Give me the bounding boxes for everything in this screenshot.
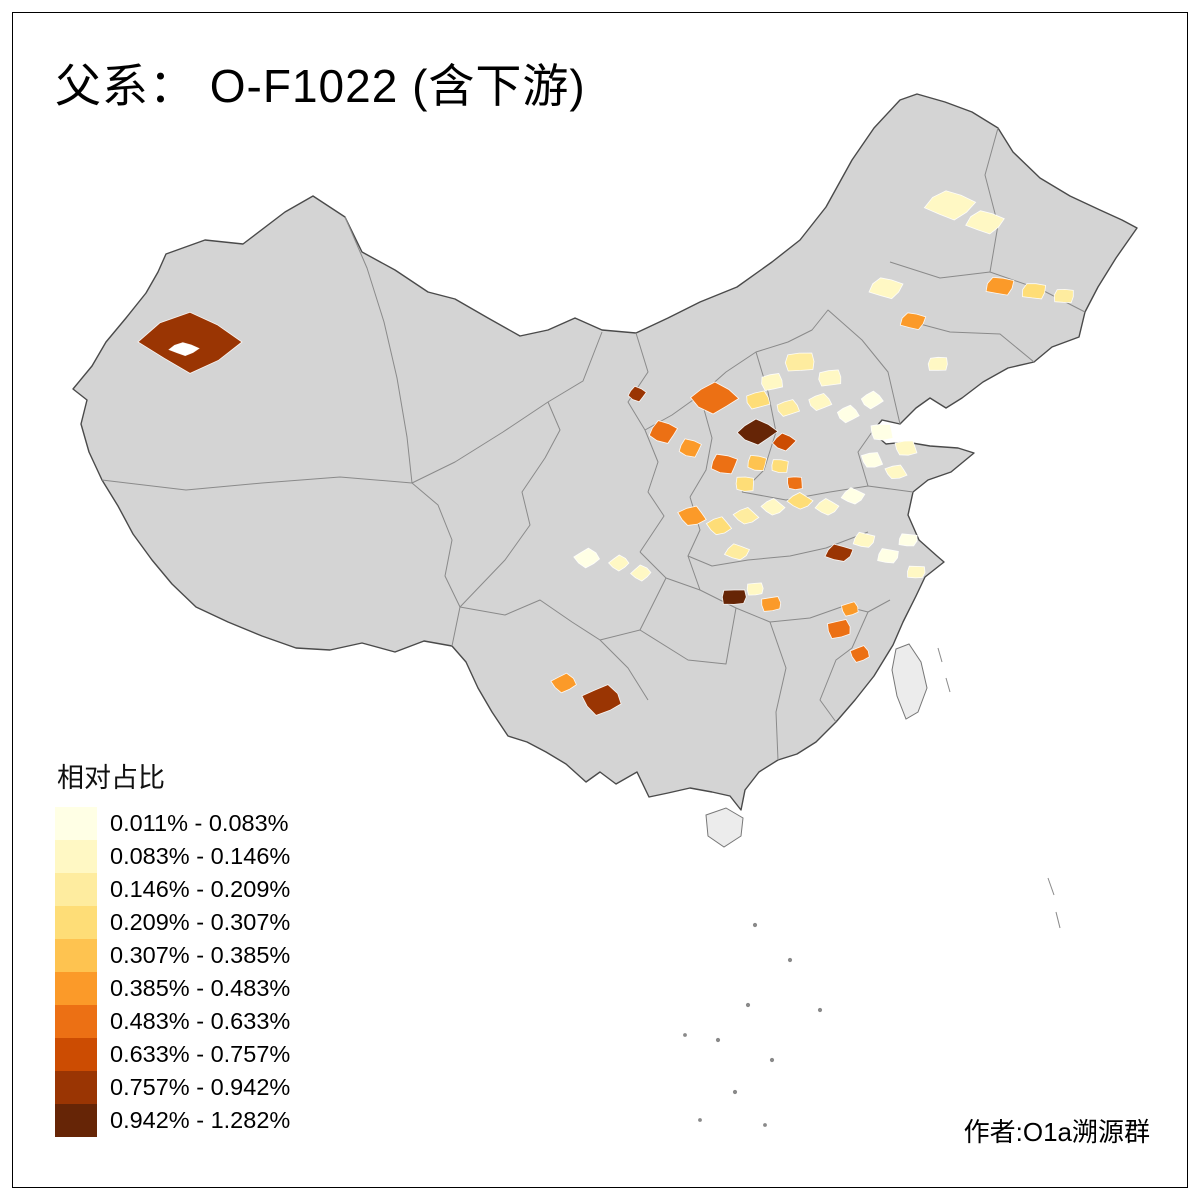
map-region (760, 498, 786, 516)
map-region (985, 276, 1015, 296)
map-region (787, 476, 803, 491)
map-region (836, 404, 860, 424)
legend-label: 0.942% - 1.282% (110, 1107, 291, 1133)
map-region (898, 533, 918, 547)
legend-label: 0.483% - 0.633% (110, 1008, 291, 1034)
legend-title: 相对占比 (57, 763, 165, 793)
map-region (786, 492, 814, 510)
legend-swatch (55, 807, 97, 840)
map-region (877, 548, 899, 564)
legend-rows: 0.011% - 0.083% 0.083% - 0.146% 0.146% - 0… (55, 807, 290, 1137)
legend-item: 0.146% - 0.209% (55, 873, 290, 906)
legend-item: 0.385% - 0.483% (55, 972, 290, 1005)
map-region (710, 453, 739, 475)
map-region (849, 645, 870, 663)
map-region (761, 373, 784, 391)
map-region (746, 582, 764, 596)
map-region (965, 210, 1005, 235)
map-title: 父系： O-F1022 (含下游) (55, 60, 586, 112)
legend-item: 0.483% - 0.633% (55, 1005, 290, 1038)
map-region (899, 312, 927, 331)
legend: 相对占比 0.011% - 0.083% 0.083% - 0.146% 0.146… (55, 756, 290, 1137)
legend-label: 0.757% - 0.942% (110, 1074, 291, 1100)
legend-item: 0.633% - 0.757% (55, 1038, 290, 1071)
map-region (1021, 283, 1047, 300)
map-region (735, 476, 754, 492)
map-region (1053, 288, 1074, 304)
map-region (840, 487, 866, 505)
map-region (840, 601, 859, 617)
map-region (814, 498, 840, 516)
map-region (907, 565, 926, 579)
map-region (927, 356, 948, 371)
sea-islets (683, 647, 1061, 1127)
legend-swatch (55, 1038, 97, 1071)
map-region (573, 547, 601, 569)
legend-swatch (55, 1005, 97, 1038)
legend-swatch (55, 906, 97, 939)
map-region (678, 438, 702, 458)
map-region (690, 381, 740, 415)
map-region (894, 440, 918, 456)
legend-item: 0.083% - 0.146% (55, 840, 290, 873)
map-region (550, 672, 577, 694)
legend-swatch (55, 1071, 97, 1104)
map-region (824, 543, 854, 562)
map-region (818, 369, 842, 387)
map-region (627, 385, 647, 403)
legend-swatch (55, 972, 97, 1005)
legend-item: 0.757% - 0.942% (55, 1071, 290, 1104)
legend-label: 0.307% - 0.385% (110, 942, 291, 968)
legend-swatch (55, 873, 97, 906)
map-region (736, 418, 779, 446)
legend-label: 0.385% - 0.483% (110, 975, 291, 1001)
map-region (721, 589, 747, 605)
map-region (723, 543, 751, 561)
legend-label: 0.146% - 0.209% (110, 876, 291, 902)
author-credit: 作者:O1a溯源群 (963, 1117, 1150, 1147)
legend-swatch (55, 840, 97, 873)
map-region (705, 516, 733, 536)
legend-swatch (55, 1104, 97, 1137)
map-region (870, 423, 894, 441)
legend-label: 0.011% - 0.083% (110, 810, 289, 836)
legend-swatch (55, 939, 97, 972)
map-region (860, 452, 884, 468)
map-region (629, 564, 652, 582)
map-region (761, 596, 782, 612)
legend-item: 0.307% - 0.385% (55, 939, 290, 972)
data-regions (137, 190, 1074, 716)
map-region (852, 531, 876, 548)
legend-label: 0.633% - 0.757% (110, 1041, 291, 1067)
legend-item: 0.011% - 0.083% (55, 807, 290, 840)
map-region (784, 352, 815, 372)
map-region (581, 684, 622, 716)
map-region (771, 432, 797, 452)
hainan-island (705, 807, 744, 848)
map-region (732, 507, 760, 525)
islands (705, 643, 928, 848)
map-region (747, 454, 768, 472)
map-region (677, 505, 707, 526)
map-region (868, 277, 904, 300)
map-region (746, 390, 771, 410)
map-region (923, 190, 977, 221)
map-region (808, 392, 833, 412)
taiwan-island (891, 643, 928, 720)
map-region (884, 464, 908, 480)
legend-label: 0.083% - 0.146% (110, 843, 291, 869)
map-region (860, 390, 884, 410)
map-region (168, 342, 200, 357)
map-region (771, 459, 789, 473)
map-region (648, 420, 679, 444)
legend-label: 0.209% - 0.307% (110, 909, 291, 935)
map-region (137, 311, 243, 374)
legend-item: 0.209% - 0.307% (55, 906, 290, 939)
legend-item: 0.942% - 1.282% (55, 1104, 290, 1137)
map-region (776, 399, 801, 417)
map-region (608, 554, 630, 572)
map-region (827, 619, 851, 639)
